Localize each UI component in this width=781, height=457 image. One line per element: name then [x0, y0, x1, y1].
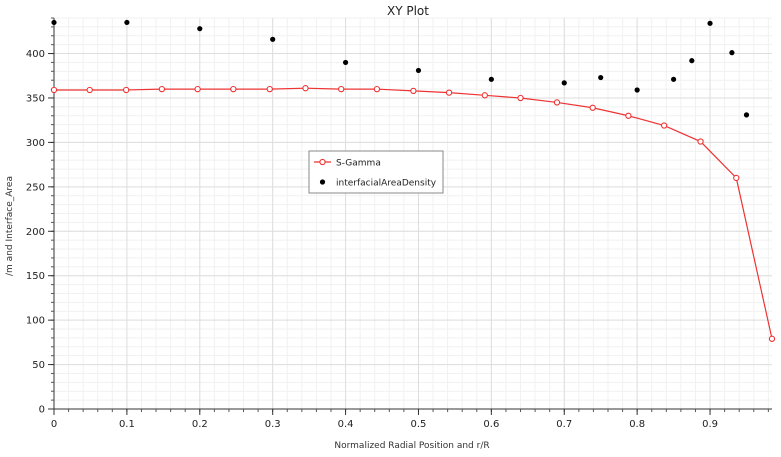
x-axis: 0 0.1 0.2 0.3 0.4 0.5 0.6 0.7 0.8 0.9 — [51, 409, 769, 430]
x-tick-label: 0.7 — [556, 419, 572, 430]
s-gamma-point — [194, 85, 201, 93]
x-tick-label: 0.2 — [192, 419, 208, 430]
y-axis-label: /m and Interface_Area — [5, 176, 15, 276]
s-gamma-point — [768, 335, 776, 342]
s-gamma-point — [553, 99, 561, 106]
legend-box — [308, 150, 444, 194]
s-gamma-point — [517, 94, 524, 102]
s-gamma-point — [158, 85, 166, 93]
s-gamma-point — [266, 85, 273, 93]
y-tick-label: 150 — [26, 271, 45, 282]
y-tick-label: 200 — [26, 227, 45, 238]
legend-entry-label: S-Gamma — [336, 159, 381, 169]
legend-swatch-marker — [319, 179, 326, 185]
legend-swatch-marker — [319, 158, 326, 166]
s-gamma-point — [660, 122, 668, 129]
x-tick-label: 0.3 — [265, 419, 281, 430]
interfacial-area-density-point — [707, 20, 713, 26]
s-gamma-point — [230, 85, 237, 93]
interfacial-area-density-point — [270, 36, 276, 42]
s-gamma-point — [445, 89, 453, 96]
x-tick-label: 0 — [51, 419, 57, 430]
series-s-gamma — [50, 85, 776, 342]
legend: S-Gamma interfacialAreaDensity — [308, 150, 444, 194]
s-gamma-point — [302, 85, 309, 92]
y-tick-label: 0 — [39, 405, 45, 416]
s-gamma-point — [338, 85, 345, 93]
interfacial-area-density-point — [488, 76, 494, 82]
y-tick-label: 100 — [26, 316, 45, 327]
interfacial-area-density-point — [197, 26, 203, 32]
x-tick-label: 0.9 — [702, 419, 718, 430]
x-tick-label: 0.5 — [411, 419, 427, 430]
interfacial-area-density-point — [743, 112, 750, 118]
series-interfacialareadensity — [51, 19, 750, 118]
interfacial-area-density-point — [561, 80, 567, 86]
y-tick-label: 50 — [32, 360, 45, 371]
s-gamma-point — [86, 86, 93, 94]
s-gamma-point — [589, 104, 596, 111]
y-tick-label: 250 — [26, 182, 45, 193]
x-tick-label: 0.4 — [338, 419, 354, 430]
interfacial-area-density-point — [415, 67, 422, 74]
s-gamma-point — [733, 174, 740, 182]
interfacial-area-density-point — [342, 59, 349, 66]
s-gamma-point — [410, 87, 417, 95]
s-gamma-point — [123, 86, 130, 94]
x-tick-label: 0.1 — [119, 419, 135, 430]
s-gamma-point — [373, 85, 381, 93]
interfacial-area-density-point — [634, 87, 640, 93]
s-gamma-point — [625, 112, 632, 119]
chart-title: XY Plot — [387, 4, 429, 18]
x-tick-label: 0.6 — [483, 419, 499, 430]
y-tick-label: 400 — [26, 49, 45, 60]
s-gamma-point — [481, 92, 488, 99]
legend-entry-label: interfacialAreaDensity — [336, 179, 437, 189]
y-tick-label: 300 — [26, 138, 45, 149]
interfacial-area-density-point — [729, 50, 735, 56]
x-tick-label: 0.8 — [629, 419, 645, 430]
s-gamma-point — [697, 138, 704, 145]
x-axis-label: Normalized Radial Position and r/R — [334, 441, 489, 451]
grid — [53, 17, 772, 410]
y-tick-label: 350 — [26, 93, 45, 104]
interfacial-area-density-point — [689, 58, 695, 64]
y-axis: 0 50 100 150 200 250 300 350 400 — [26, 17, 54, 416]
interfacial-area-density-point — [51, 19, 57, 26]
series-layer — [50, 19, 776, 342]
interfacial-area-density-point — [670, 76, 677, 82]
interfacial-area-density-point — [124, 19, 130, 26]
interfacial-area-density-point — [598, 74, 604, 81]
s-gamma-point — [50, 86, 58, 94]
